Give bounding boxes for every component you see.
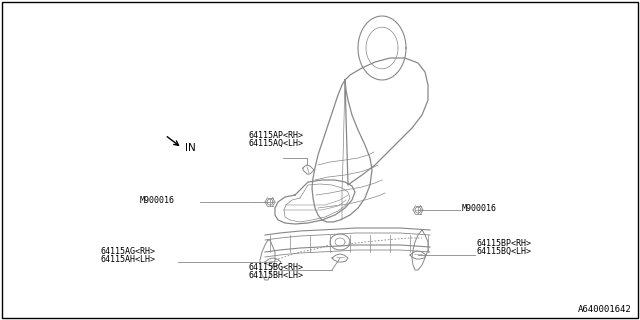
Text: 64115BH<LH>: 64115BH<LH> <box>248 271 303 280</box>
Text: 64115AH<LH>: 64115AH<LH> <box>100 255 155 264</box>
Text: M900016: M900016 <box>462 204 497 212</box>
Text: 64115BG<RH>: 64115BG<RH> <box>248 263 303 272</box>
Text: 64115BQ<LH>: 64115BQ<LH> <box>476 247 531 256</box>
Text: M900016: M900016 <box>140 196 175 204</box>
Text: 64115AG<RH>: 64115AG<RH> <box>100 247 155 256</box>
Text: 64115BP<RH>: 64115BP<RH> <box>476 239 531 248</box>
Text: 64115AP<RH>: 64115AP<RH> <box>248 131 303 140</box>
Text: A640001642: A640001642 <box>579 305 632 314</box>
Text: IN: IN <box>185 143 196 153</box>
Text: 64115AQ<LH>: 64115AQ<LH> <box>248 139 303 148</box>
